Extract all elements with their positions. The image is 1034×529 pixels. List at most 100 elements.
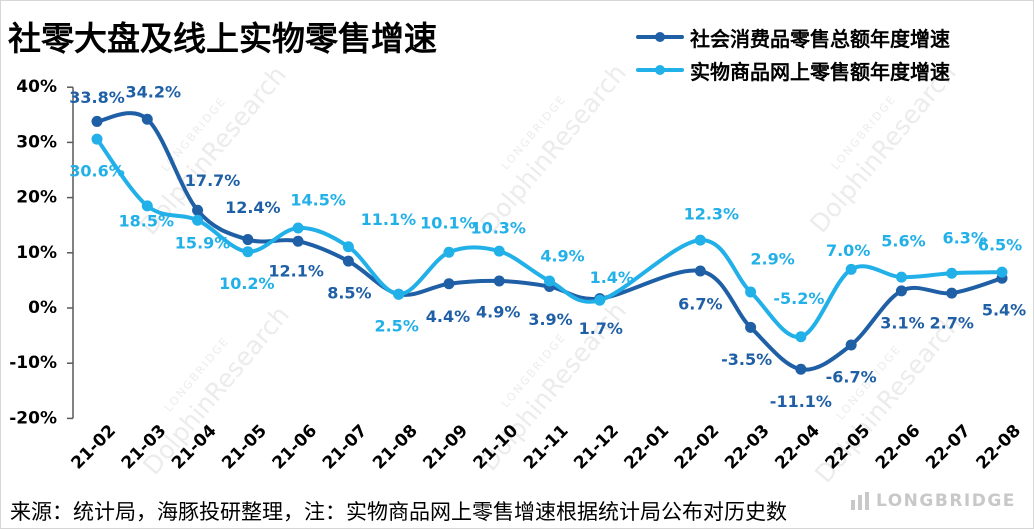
series-0-data-label-21-04: 17.7%: [185, 171, 241, 190]
y-tick-label: -20%: [9, 408, 57, 428]
series-1-marker-21-04: [192, 214, 204, 226]
x-tick-label: 22-08: [972, 421, 1025, 474]
series-0-marker-21-09: [443, 278, 455, 290]
series-0-marker-21-05: [242, 234, 254, 246]
series-1-marker-21-02: [91, 133, 103, 145]
series-1-data-label-21-10: 10.3%: [470, 219, 526, 238]
series-1-data-label-22-07: 6.3%: [943, 229, 987, 248]
series-0-data-label-21-06: 12.1%: [268, 262, 324, 281]
series-0-data-label-21-05: 12.4%: [225, 198, 281, 217]
longbridge-logo-icon: [851, 492, 869, 510]
series-1-data-label-21-09: 10.1%: [420, 214, 476, 233]
series-0-data-label-21-12: 1.7%: [579, 319, 623, 338]
legend-item-online-retail: 实物商品网上零售额年度增速: [636, 57, 950, 84]
series-1-data-label-21-05: 10.2%: [219, 274, 275, 293]
series-1-data-label-22-08: 6.5%: [978, 236, 1022, 255]
series-0-marker-22-07: [946, 287, 958, 299]
series-1-data-label-21-11: 4.9%: [540, 246, 584, 265]
series-0-data-label-21-03: 34.2%: [126, 83, 182, 102]
series-1-marker-22-05: [845, 263, 857, 275]
series-0-marker-21-02: [91, 115, 103, 127]
series-0-marker-22-04: [795, 363, 807, 375]
series-1-data-label-21-08: 2.5%: [374, 317, 418, 336]
x-tick-label: 22-07: [922, 421, 975, 474]
series-1-marker-21-11: [544, 275, 555, 287]
series-0-data-label-22-05: -6.7%: [826, 367, 877, 386]
x-tick-label: 21-09: [419, 421, 472, 474]
series-1-data-label-21-07: 11.1%: [361, 210, 417, 229]
x-tick-label: 21-02: [67, 421, 120, 474]
series-1-marker-21-09: [443, 246, 455, 258]
series-1-marker-22-06: [895, 271, 907, 283]
series-1-marker-21-05: [242, 246, 254, 258]
x-tick-label: 22-02: [671, 421, 724, 474]
series-0-marker-21-04: [192, 204, 204, 216]
series-0-data-label-21-09: 4.4%: [426, 307, 470, 326]
series-1-data-label-21-02: 30.6%: [69, 162, 125, 181]
series-0-data-label-22-03: -3.5%: [721, 350, 772, 369]
series-0-data-label-22-07: 2.7%: [930, 314, 974, 333]
legend-swatch: [636, 32, 684, 42]
series-0-data-label-21-11: 3.9%: [528, 310, 572, 329]
series-0-marker-22-06: [895, 285, 907, 297]
series-1-marker-21-07: [342, 241, 354, 253]
series-0-marker-22-03: [745, 321, 757, 333]
watermark-name: DolphinResearch: [137, 300, 295, 480]
legend: 社会消费品零售总额年度增速 实物商品网上零售额年度增速: [636, 24, 950, 90]
y-tick-label: -10%: [9, 353, 57, 373]
series-1-data-label-21-06: 14.5%: [290, 190, 346, 209]
series-1-marker-21-08: [393, 288, 405, 300]
watermark-name: DolphinResearch: [474, 58, 632, 238]
y-tick-label: 30%: [16, 132, 57, 152]
x-tick-label: 21-08: [369, 421, 422, 474]
x-tick-label: 21-05: [218, 421, 271, 474]
series-0-data-label-22-06: 3.1%: [880, 313, 924, 332]
series-1-data-label-22-02: 12.3%: [684, 205, 740, 224]
y-tick-label: 10%: [16, 243, 57, 263]
series-0-data-label-21-02: 33.8%: [69, 88, 125, 107]
series-1-marker-22-04: [795, 331, 807, 343]
source-note: 来源：统计局，海豚投研整理，注：实物商品网上零售增速根据统计局公布对历史数: [10, 500, 787, 524]
series-1-data-label-22-03: 2.9%: [750, 249, 794, 268]
series-1-marker-21-10: [493, 245, 505, 257]
series-1-data-label-22-05: 7.0%: [826, 241, 870, 260]
series-1-marker-22-08: [996, 266, 1008, 278]
series-0-data-label-21-07: 8.5%: [327, 284, 371, 303]
series-0-marker-21-07: [342, 255, 354, 267]
chart-title: 社零大盘及线上实物零售增速: [8, 19, 437, 58]
series-1-marker-22-02: [694, 234, 706, 246]
series-1-marker-21-06: [292, 222, 304, 234]
x-tick-label: 21-06: [269, 421, 322, 474]
series-0-marker-21-03: [141, 113, 153, 125]
logo-text: LONGBRIDGE: [876, 491, 1016, 511]
series-0-marker-21-06: [292, 235, 304, 247]
series-1-marker-22-03: [745, 286, 757, 298]
y-tick-label: 20%: [16, 188, 57, 208]
series-0-data-label-21-10: 4.9%: [476, 302, 520, 321]
series-0-marker-22-05: [845, 339, 857, 351]
legend-label: 实物商品网上零售额年度增速: [690, 59, 950, 84]
x-tick-label: 21-07: [319, 421, 372, 474]
legend-label: 社会消费品零售总额年度增速: [690, 26, 950, 51]
series-1-data-label-22-06: 5.6%: [881, 232, 925, 251]
series-0-data-label-22-04: -11.1%: [770, 392, 832, 411]
series-1-data-label-22-04: -5.2%: [773, 289, 824, 308]
y-tick-label: 0%: [28, 298, 57, 318]
series-1-marker-22-07: [946, 267, 958, 279]
brand-logo: LONGBRIDGE: [850, 489, 1016, 513]
y-tick-label: 40%: [16, 77, 57, 97]
x-tick-label: 22-03: [721, 421, 774, 474]
series-1-data-label-21-03: 18.5%: [119, 211, 175, 230]
x-tick-label: 22-01: [621, 421, 674, 474]
series-1-data-label-21-12: 1.4%: [590, 268, 634, 287]
series-1-data-label-21-04: 15.9%: [175, 234, 231, 253]
legend-swatch: [636, 65, 684, 75]
series-0-data-label-22-08: 5.4%: [982, 301, 1026, 320]
series-1-marker-21-03: [141, 200, 153, 212]
watermark: LONGBRIDGE DolphinResearch: [474, 58, 632, 238]
series-0-marker-22-02: [694, 265, 706, 277]
series-0-marker-21-10: [493, 275, 505, 287]
legend-item-retail-sales: 社会消费品零售总额年度增速: [636, 24, 950, 51]
